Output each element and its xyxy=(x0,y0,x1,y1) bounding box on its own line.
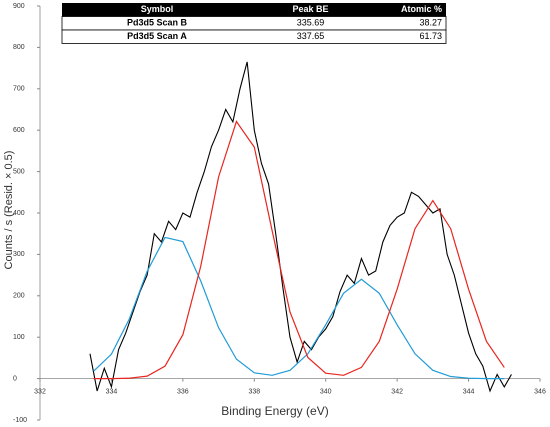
y-tick-label: 600 xyxy=(13,127,25,134)
y-tick-label: 900 xyxy=(13,3,25,10)
x-tick-label: 344 xyxy=(463,388,475,395)
y-tick-label: 0 xyxy=(13,375,17,382)
table-row xyxy=(61,29,447,44)
x-tick-label: 340 xyxy=(320,388,332,395)
y-tick-label: 700 xyxy=(13,86,25,93)
y-tick-label: 200 xyxy=(13,293,25,300)
table-cell: Pd3d5 Scan B xyxy=(127,18,188,28)
table-cell: 38.27 xyxy=(419,18,442,28)
table-cell: Pd3d5 Scan A xyxy=(127,31,187,41)
table-cell: 337.65 xyxy=(297,31,325,41)
y-axis-label: Counts / s (Resid. × 0.5) xyxy=(3,151,15,270)
data-line xyxy=(93,120,505,380)
table-header: Peak BE xyxy=(292,4,328,14)
y-tick-label: 300 xyxy=(13,251,25,258)
x-tick-label: 336 xyxy=(177,388,189,395)
x-tick-label: 342 xyxy=(391,388,403,395)
y-tick-label: 500 xyxy=(13,168,25,175)
y-tick-label: 400 xyxy=(13,210,25,217)
table-cell: 335.69 xyxy=(297,18,325,28)
table-header: Symbol xyxy=(141,4,174,14)
y-tick-label: -100 xyxy=(13,417,27,424)
x-tick-label: 332 xyxy=(34,388,46,395)
x-tick-label: 346 xyxy=(534,388,546,395)
table-row xyxy=(61,16,447,31)
x-axis-label: Binding Energy (eV) xyxy=(221,404,328,418)
data-line xyxy=(93,236,505,380)
table-header-bg xyxy=(62,3,446,17)
y-tick-label: 800 xyxy=(13,44,25,51)
x-tick-label: 334 xyxy=(106,388,118,395)
table-header: Atomic % xyxy=(401,4,442,14)
x-tick-label: 338 xyxy=(248,388,260,395)
y-tick-label: 100 xyxy=(13,334,25,341)
data-line xyxy=(89,61,512,393)
table-cell: 61.73 xyxy=(419,31,442,41)
